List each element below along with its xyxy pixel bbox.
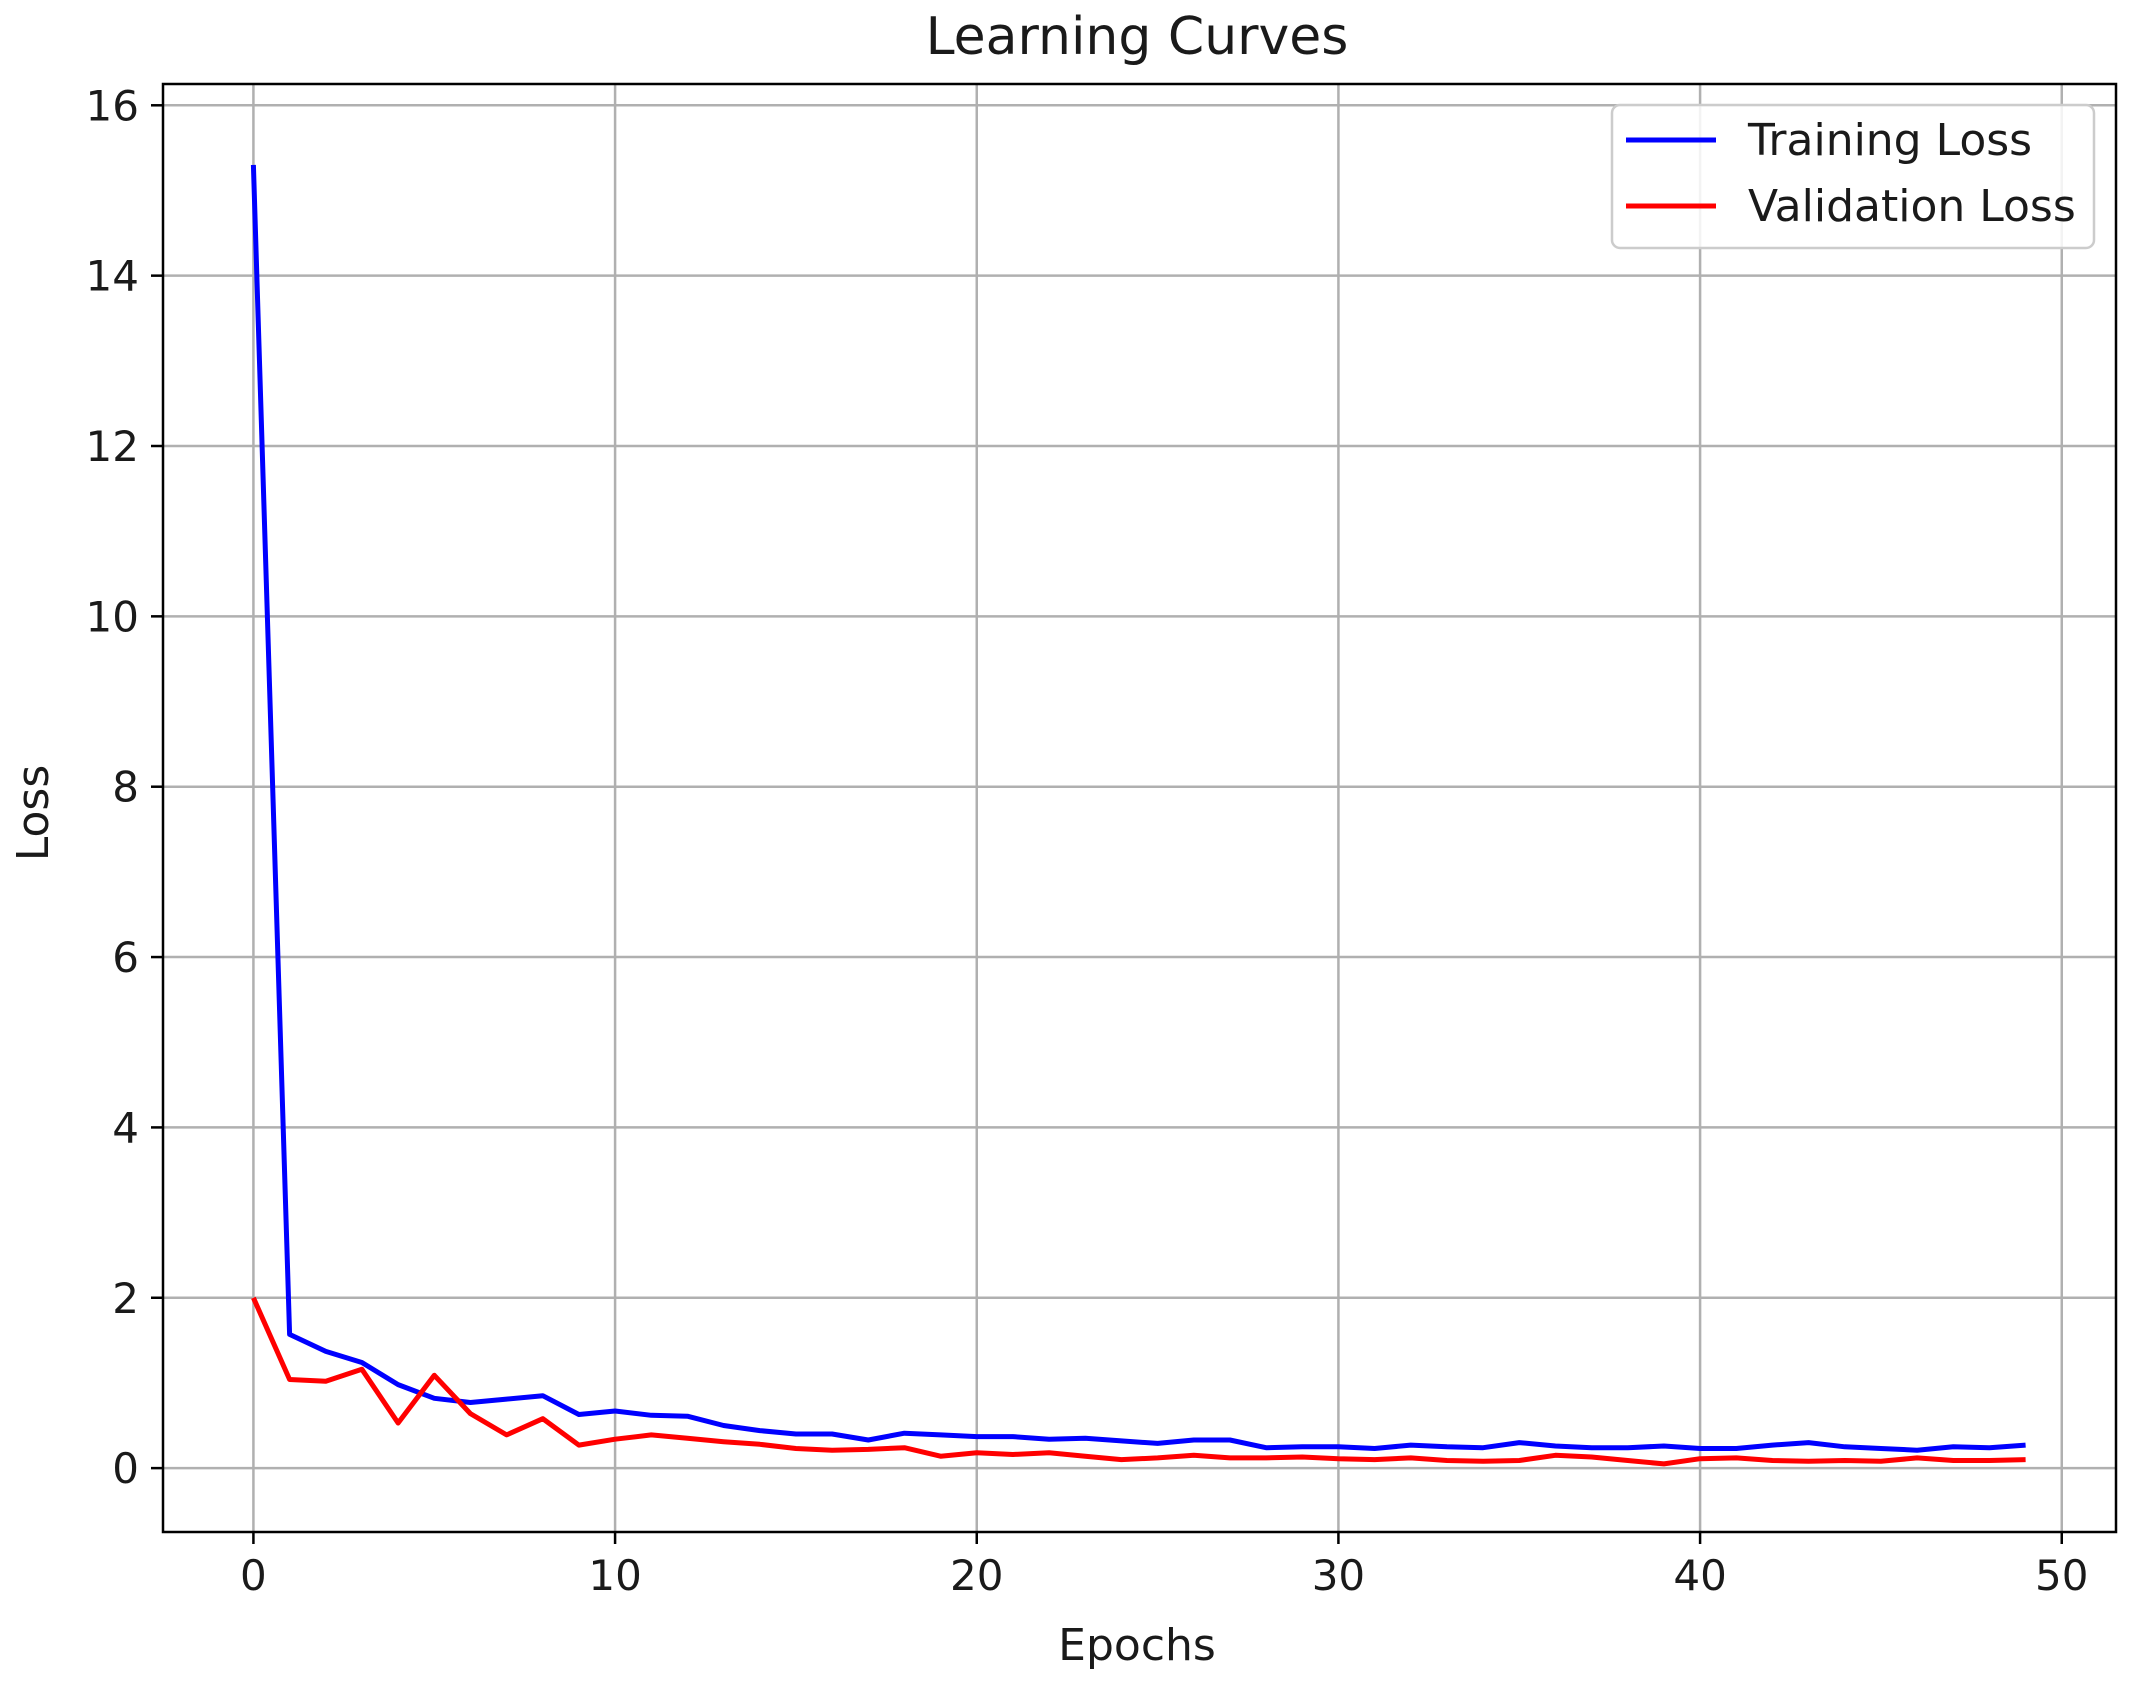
y-tick-label: 2 — [112, 1274, 139, 1323]
x-tick-label: 30 — [1312, 1551, 1365, 1600]
y-axis-label: Loss — [8, 765, 59, 862]
y-tick-label: 8 — [112, 763, 139, 812]
training-loss-line — [250, 164, 2026, 1453]
ticks: 0 10 20 30 40 50 0 2 4 6 8 10 12 14 16 — [86, 81, 2089, 1600]
y-tick-label: 12 — [86, 422, 139, 471]
y-tick-label: 6 — [112, 933, 139, 982]
x-tick-label: 50 — [2035, 1551, 2088, 1600]
y-tick-label: 16 — [86, 81, 139, 130]
x-tick-label: 0 — [240, 1551, 267, 1600]
x-tick-label: 40 — [1673, 1551, 1726, 1600]
series-lines — [250, 164, 2026, 1467]
chart-title: Learning Curves — [926, 7, 1349, 67]
legend-box — [1610, 103, 2096, 250]
x-axis-label: Epochs — [1058, 1620, 1216, 1671]
axes-frame — [161, 82, 2118, 1534]
y-tick-label: 14 — [86, 252, 139, 301]
y-tick-label: 4 — [112, 1103, 139, 1152]
legend-label-training-loss: Training Loss — [1747, 115, 2032, 166]
validation-loss-line — [251, 1296, 2026, 1467]
legend-label-validation-loss: Validation Loss — [1748, 181, 2076, 232]
y-tick-label: 10 — [86, 592, 139, 641]
x-tick-label: 10 — [588, 1551, 641, 1600]
legend: Training Loss Validation Loss — [1610, 103, 2096, 250]
y-tick-label: 0 — [112, 1444, 139, 1493]
grid — [163, 84, 2116, 1532]
x-tick-label: 20 — [950, 1551, 1003, 1600]
